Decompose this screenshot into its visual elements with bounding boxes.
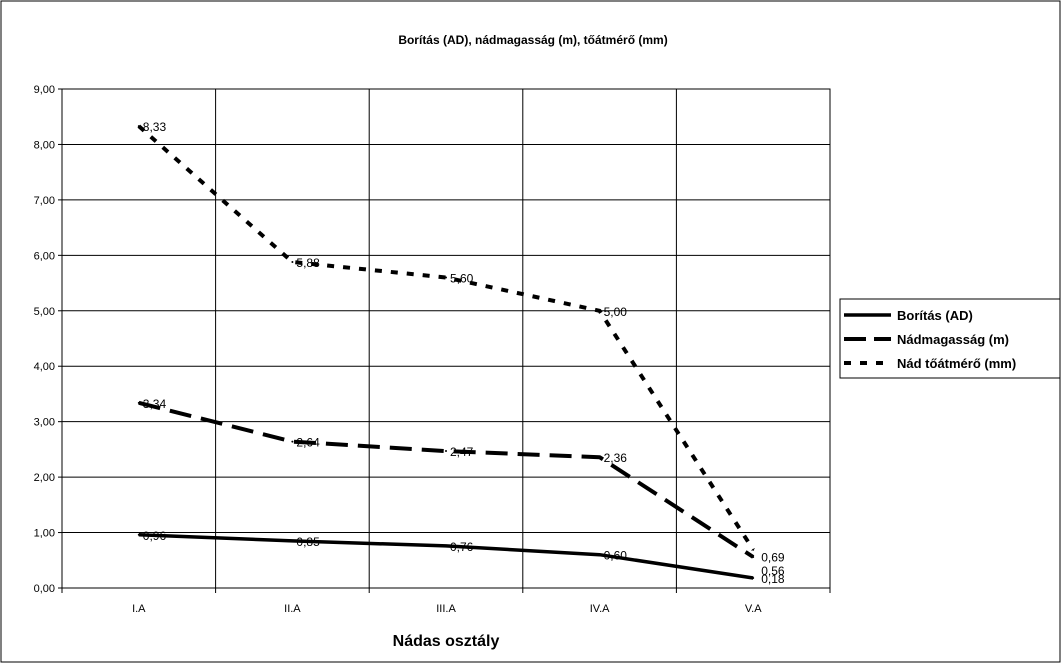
x-axis-title: Nádas osztály	[393, 633, 500, 650]
y-tick-label: 3,00	[34, 417, 55, 429]
data-point	[598, 456, 601, 459]
data-point	[598, 553, 601, 556]
y-tick-label: 8,00	[34, 139, 55, 151]
x-tick-label: III.A	[436, 603, 456, 615]
axes: 0,00 1,00 2,00 3,00 4,00 5,00 6,00 7,00 8,00 9,00…	[34, 84, 831, 615]
series-lines	[137, 124, 755, 580]
data-point	[137, 401, 140, 404]
x-tick-label: V.A	[745, 603, 762, 615]
legend-label: Borítás (AD)	[897, 308, 973, 323]
data-point	[752, 555, 755, 558]
series-line-2	[138, 400, 755, 559]
data-point	[291, 260, 294, 263]
data-point	[752, 577, 755, 580]
x-tick-label: II.A	[284, 603, 301, 615]
data-label: 0,85	[296, 535, 320, 549]
data-point	[137, 125, 140, 128]
legend-label: Nádmagasság (m)	[897, 332, 1009, 347]
data-point	[445, 544, 447, 547]
data-point	[445, 276, 447, 279]
data-label: 5,60	[450, 272, 474, 286]
data-point	[291, 539, 294, 542]
legend-label: Nád tőátmérő (mm)	[897, 356, 1016, 371]
chart-title: Borítás (AD), nádmagasság (m), tőátmérő …	[398, 33, 667, 47]
data-label: 0,96	[143, 529, 167, 543]
y-tick-label: 5,00	[34, 306, 55, 318]
y-tick-label: 2,00	[34, 472, 55, 484]
data-point	[445, 450, 447, 453]
data-label: 8,33	[143, 120, 167, 134]
x-tick-label: I.A	[132, 603, 146, 615]
data-label: 0,18	[761, 572, 785, 586]
plot-area	[61, 88, 831, 589]
data-label: 0,56	[761, 564, 785, 578]
legend: Borítás (AD) Nádmagasság (m) Nád tőátmérő …	[844, 308, 1016, 371]
data-label: 2,64	[296, 436, 320, 450]
data-label: 0,69	[761, 551, 785, 565]
grid-lines	[62, 89, 830, 588]
data-label: 0,76	[450, 540, 474, 554]
data-labels: 0,96 0,85 0,76 0,60 0,18 3,34 2,64 2,47 2,36 0,56…	[143, 120, 785, 586]
data-label: 0,60	[604, 549, 628, 563]
data-point	[598, 309, 601, 312]
data-label: 2,36	[604, 451, 628, 465]
data-label: 3,34	[143, 397, 167, 411]
y-tick-label: 6,00	[34, 250, 55, 262]
y-tick-label: 0,00	[34, 583, 55, 595]
data-label: 5,00	[604, 305, 628, 319]
data-point	[291, 440, 294, 443]
data-label: 2,47	[450, 445, 474, 459]
y-tick-label: 7,00	[34, 195, 55, 207]
data-label: 5,88	[296, 256, 320, 270]
y-tick-label: 9,00	[34, 84, 55, 96]
x-tick-label: IV.A	[590, 603, 610, 615]
data-point	[137, 533, 140, 536]
y-tick-label: 4,00	[34, 361, 55, 373]
series-line-3	[137, 124, 755, 551]
data-point	[752, 548, 755, 551]
y-tick-label: 1,00	[34, 528, 55, 540]
